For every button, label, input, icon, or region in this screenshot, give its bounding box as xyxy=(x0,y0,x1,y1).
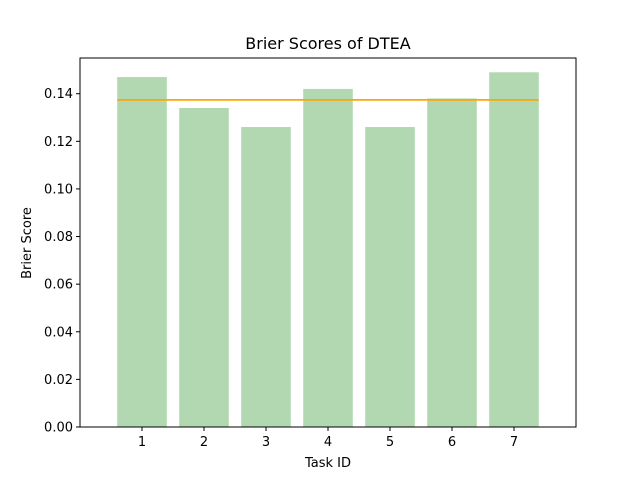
y-tick-label: 0.08 xyxy=(44,230,73,245)
y-tick-label: 0.06 xyxy=(44,278,73,293)
bar-task-5 xyxy=(365,127,415,428)
y-axis-ticks: 0.00 0.02 0.04 0.06 0.08 0.10 0.12 0.14 xyxy=(44,87,80,436)
y-tick-label: 0.00 xyxy=(44,421,73,436)
y-tick-label: 0.14 xyxy=(44,87,73,102)
bar-task-6 xyxy=(427,98,477,427)
bar-task-1 xyxy=(117,77,167,427)
x-tick-label: 5 xyxy=(386,435,394,450)
x-tick-label: 1 xyxy=(138,435,146,450)
bar-task-2 xyxy=(179,107,229,428)
y-tick-label: 0.12 xyxy=(44,135,73,150)
x-axis-label: Task ID xyxy=(304,456,351,471)
x-tick-label: 4 xyxy=(324,435,332,450)
y-tick-label: 0.02 xyxy=(44,373,73,388)
x-tick-label: 6 xyxy=(448,435,456,450)
y-tick-label: 0.10 xyxy=(44,182,73,197)
x-tick-label: 3 xyxy=(262,435,270,450)
x-axis-ticks: 1 2 3 4 5 6 7 xyxy=(138,427,518,450)
bar-task-4 xyxy=(303,88,353,427)
x-tick-label: 7 xyxy=(510,435,518,450)
bar-task-7 xyxy=(489,72,539,427)
y-axis-label: Brier Score xyxy=(20,207,35,279)
bar-task-3 xyxy=(241,127,291,428)
chart-title: Brier Scores of DTEA xyxy=(245,34,410,53)
bars-group xyxy=(117,72,539,428)
y-tick-label: 0.04 xyxy=(44,325,73,340)
x-tick-label: 2 xyxy=(200,435,208,450)
